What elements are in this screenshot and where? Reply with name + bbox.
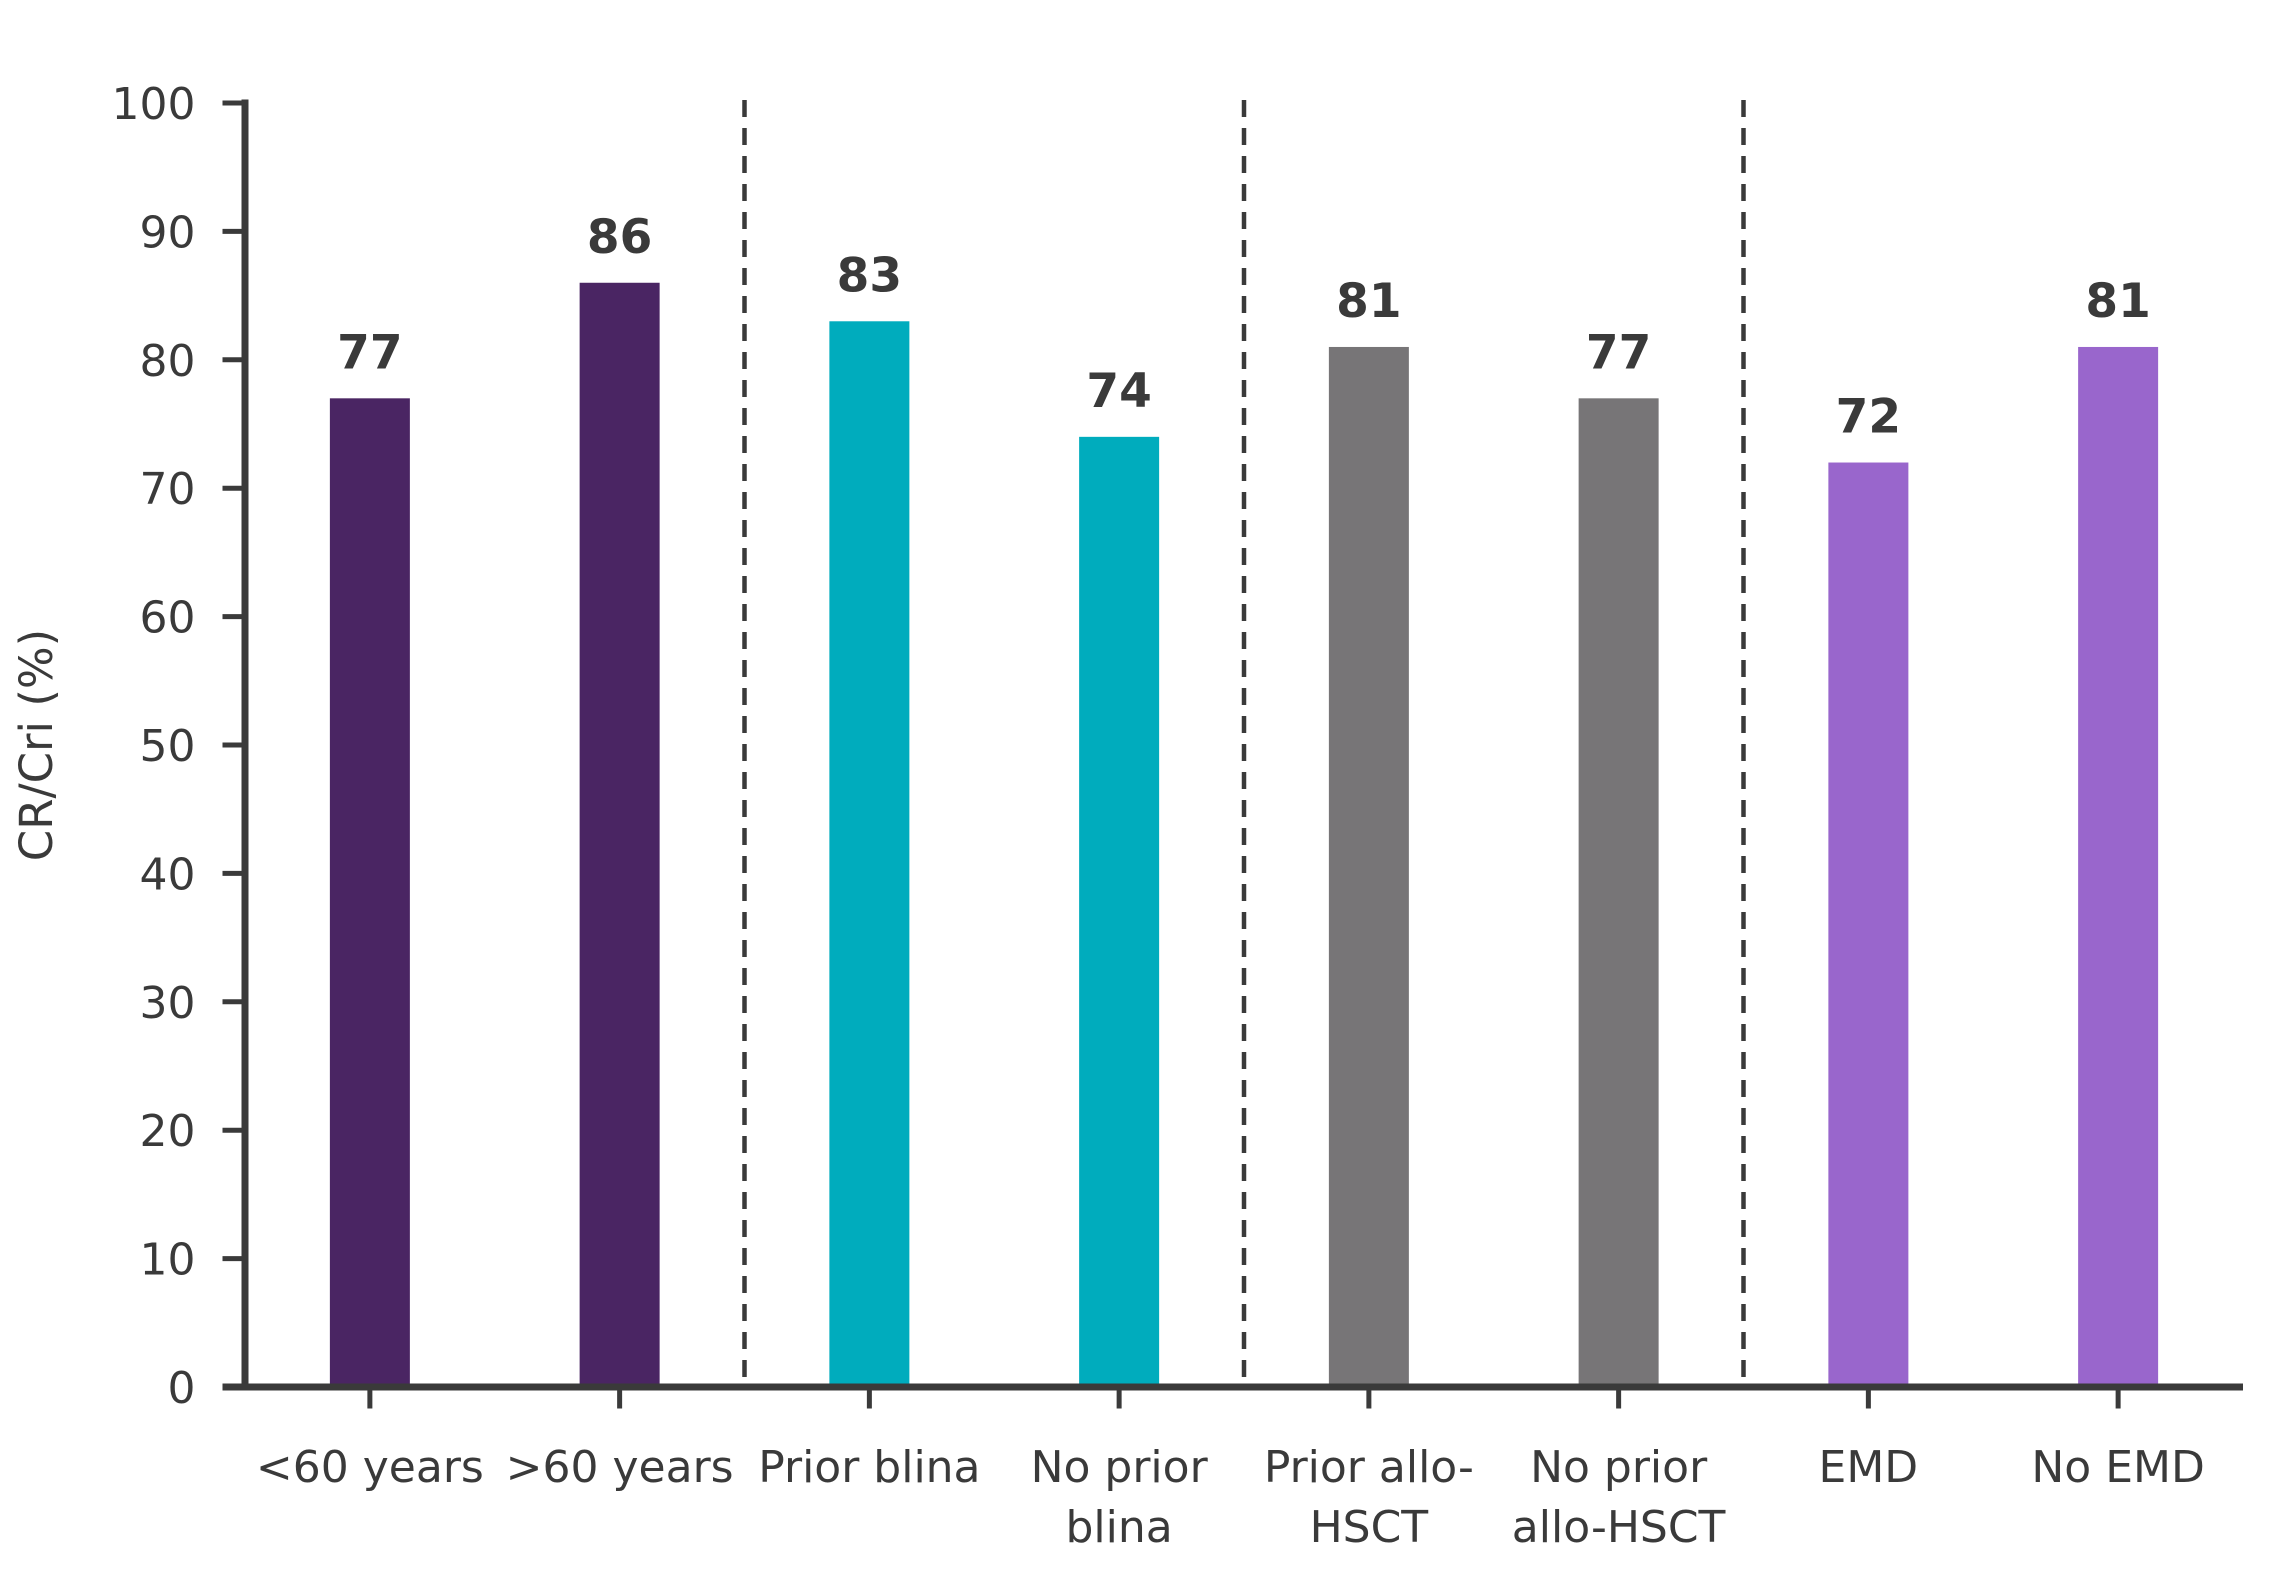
value-label-no-emd: 81 — [2085, 274, 2150, 329]
category-label-60-years: <60 years — [256, 1442, 484, 1493]
y-tick-label-30: 30 — [140, 978, 196, 1029]
y-tick-label-10: 10 — [140, 1235, 196, 1286]
y-tick-label-20: 20 — [140, 1106, 196, 1157]
value-label-no-prior-blina: 74 — [1086, 364, 1151, 419]
bar-no-prior-blina — [1079, 436, 1160, 1388]
bar-prior-blina — [829, 321, 910, 1387]
category-label-no-prior-blina: No prior blina — [1031, 1442, 1209, 1553]
bar-60-years — [329, 398, 410, 1387]
y-tick-label-90: 90 — [140, 207, 196, 258]
y-tick-label-50: 50 — [140, 721, 196, 772]
y-axis-title: CR/Cri (%) — [10, 629, 63, 861]
value-label-prior-blina: 83 — [837, 248, 902, 303]
category-label-no-emd: No EMD — [2031, 1442, 2204, 1493]
bar-60-years — [579, 282, 660, 1387]
bar-no-prior-allo-hsct — [1578, 398, 1659, 1387]
y-tick-label-70: 70 — [140, 464, 196, 515]
group-separators — [742, 100, 1746, 1387]
value-label-emd: 72 — [1836, 390, 1901, 445]
y-tick-label-0: 0 — [168, 1363, 196, 1414]
value-label-no-prior-allo-hsct: 77 — [1586, 325, 1651, 380]
bar-emd — [1828, 462, 1909, 1387]
y-tick-label-80: 80 — [140, 336, 196, 387]
value-label-60-years: 77 — [337, 325, 402, 380]
bar-no-emd — [2078, 346, 2159, 1388]
y-tick-label-100: 100 — [112, 79, 196, 130]
bar-prior-allo-hsct — [1328, 346, 1409, 1388]
category-label-emd: EMD — [1819, 1442, 1919, 1493]
bars — [329, 282, 2159, 1388]
y-tick-label-60: 60 — [140, 593, 196, 644]
category-label-60-years: >60 years — [506, 1442, 734, 1493]
value-label-prior-allo-hsct: 81 — [1336, 274, 1401, 329]
labels: 77 <60 years 86 >60 years 83 Prior blina 74 No … — [112, 79, 2205, 1553]
y-tick-label-40: 40 — [140, 849, 196, 900]
category-label-prior-allo-hsct: Prior allo-HSCT — [1264, 1442, 1474, 1553]
axes — [222, 99, 2243, 1409]
category-label-no-prior-allo-hsct: No prior allo-HSCT — [1512, 1442, 1726, 1553]
category-label-prior-blina: Prior blina — [758, 1442, 980, 1493]
value-label-60-years: 86 — [587, 210, 652, 265]
